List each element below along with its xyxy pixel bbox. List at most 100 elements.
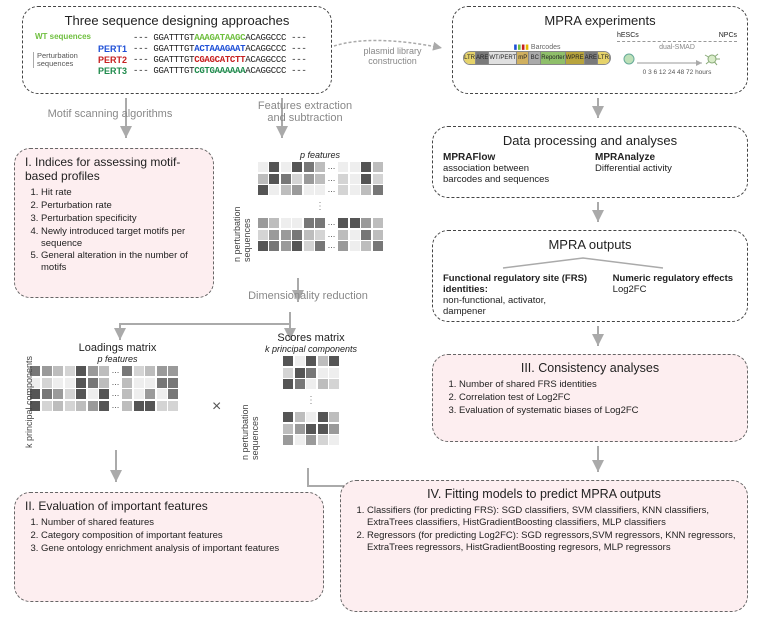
list-item: Hit rate — [41, 187, 203, 199]
list-item: Gene ontology enrichment analysis of imp… — [41, 543, 313, 555]
matrix-cell — [283, 379, 293, 389]
matrix-cell — [373, 241, 383, 251]
matrix-cell: … — [111, 401, 121, 411]
arrow-mpra-3 — [590, 324, 606, 352]
dual-smad-label: dual-SMAD — [617, 44, 737, 51]
matrix-cell — [42, 401, 52, 411]
matrix-cell — [88, 401, 98, 411]
matrix-cell — [292, 185, 302, 195]
arrow-III-to-IV — [590, 444, 606, 478]
matrix-cell — [157, 401, 167, 411]
matrix-cell — [99, 401, 109, 411]
arrow-mpra-1 — [590, 96, 606, 124]
seq-design-title: Three sequence designing approaches — [33, 13, 321, 28]
box-mpra-experiments: MPRA experiments ▮▮▮▮ Barcodes LTRAREWT/… — [452, 6, 748, 94]
matrix-cell — [350, 230, 360, 240]
matrix-cell — [295, 356, 305, 366]
list-item: Classifiers (for predicting FRS): SGD cl… — [367, 505, 737, 529]
feat-matrix-top-label: p features — [240, 150, 400, 160]
mpra-out-title: MPRA outputs — [443, 237, 737, 252]
matrix-cell — [53, 378, 63, 388]
matrix-cell — [350, 241, 360, 251]
plasmid-label: plasmid library construction — [345, 46, 440, 66]
numeric-name: Numeric regulatory effects — [613, 273, 737, 284]
box-IV-heading: IV. Fitting models to predict MPRA outpu… — [351, 487, 737, 501]
ellipsis: ⋮ — [315, 201, 325, 212]
matrix-cell — [361, 185, 371, 195]
matrix-cell — [338, 241, 348, 251]
matrix-cell — [306, 412, 316, 422]
matrix-cell — [318, 379, 328, 389]
matrix-cell — [258, 162, 268, 172]
matrix-cell — [306, 356, 316, 366]
matrix-cell — [315, 185, 325, 195]
matrix-cell — [373, 185, 383, 195]
mpranalyze-desc: Differential activity — [595, 163, 737, 174]
box-III-consistency: III. Consistency analyses Number of shar… — [432, 354, 748, 442]
matrix-cell — [318, 435, 328, 445]
plasmid-part: mP — [517, 52, 529, 64]
feat-extract-label: Features extraction and subtraction — [240, 100, 370, 124]
matrix-cell — [65, 378, 75, 388]
matrix-cell — [315, 162, 325, 172]
matrix-cell — [157, 389, 167, 399]
matrix-cell — [318, 412, 328, 422]
matrix-cell — [145, 378, 155, 388]
loadings-matrix: Loadings matrix p features ………… — [30, 342, 205, 411]
matrix-cell — [42, 378, 52, 388]
box-I-heading: I. Indices for assessing motif-based pro… — [25, 155, 203, 183]
plasmid-part: Reporter — [541, 52, 565, 64]
matrix-cell — [168, 401, 178, 411]
multiply-symbol: × — [212, 398, 221, 416]
plasmid-part: WPRE — [566, 52, 585, 64]
list-item: Number of shared features — [41, 517, 313, 529]
box-III-list: Number of shared FRS identitiesCorrelati… — [443, 379, 737, 417]
loadings-top-label: p features — [30, 354, 205, 364]
plasmid-part: LTR — [598, 52, 610, 64]
loadings-side-label: k principal components — [24, 356, 34, 448]
matrix-cell: … — [327, 218, 337, 228]
matrix-cell: … — [111, 378, 121, 388]
scores-matrix: Scores matrix k principal components ⋮ — [246, 332, 376, 445]
dim-red-label: Dimensionality reduction — [228, 290, 388, 302]
matrix-cell — [338, 218, 348, 228]
mpraflow-name: MPRAFlow — [443, 152, 585, 163]
feat-matrix-side-label: n perturbation sequences — [232, 206, 252, 262]
matrix-cell — [304, 174, 314, 184]
matrix-cell — [269, 174, 279, 184]
matrix-cell — [99, 378, 109, 388]
matrix-cell — [292, 230, 302, 240]
matrix-cell: … — [327, 185, 337, 195]
plasmid-part: LTR — [464, 52, 476, 64]
matrix-cell — [168, 366, 178, 376]
matrix-cell: … — [111, 366, 121, 376]
frs-desc: non-functional, activator, dampener — [443, 295, 605, 317]
matrix-cell — [258, 218, 268, 228]
list-item: Newly introduced target motifs per seque… — [41, 226, 203, 250]
wt-label: WT sequences — [33, 33, 91, 42]
matrix-cell — [318, 356, 328, 366]
matrix-cell — [318, 424, 328, 434]
matrix-cell — [258, 174, 268, 184]
matrix-cell — [145, 389, 155, 399]
list-item: Category composition of important featur… — [41, 530, 313, 542]
box-II-heading: II. Evaluation of important features — [25, 499, 313, 513]
sequence-row: PERT2--- GGATTTGTCGAGCATCTTACAGGCCC --- — [91, 55, 321, 65]
box-I-list: Hit ratePerturbation ratePerturbation sp… — [25, 187, 203, 274]
matrix-cell — [306, 379, 316, 389]
arrow-loadings-down — [108, 448, 124, 488]
matrix-cell — [76, 366, 86, 376]
matrix-cell — [65, 401, 75, 411]
matrix-cell — [53, 366, 63, 376]
matrix-cell — [350, 218, 360, 228]
matrix-cell — [122, 389, 132, 399]
matrix-cell — [281, 230, 291, 240]
matrix-cell — [361, 230, 371, 240]
matrix-cell — [373, 218, 383, 228]
matrix-cell: … — [327, 230, 337, 240]
matrix-cell — [258, 230, 268, 240]
numeric-desc: Log2FC — [613, 284, 737, 295]
plasmid-schematic: ▮▮▮▮ Barcodes LTRAREWT/PERTmPBCReporterW… — [463, 43, 611, 65]
box-IV-fitting: IV. Fitting models to predict MPRA outpu… — [340, 480, 748, 612]
plasmid-part: BC — [529, 52, 541, 64]
